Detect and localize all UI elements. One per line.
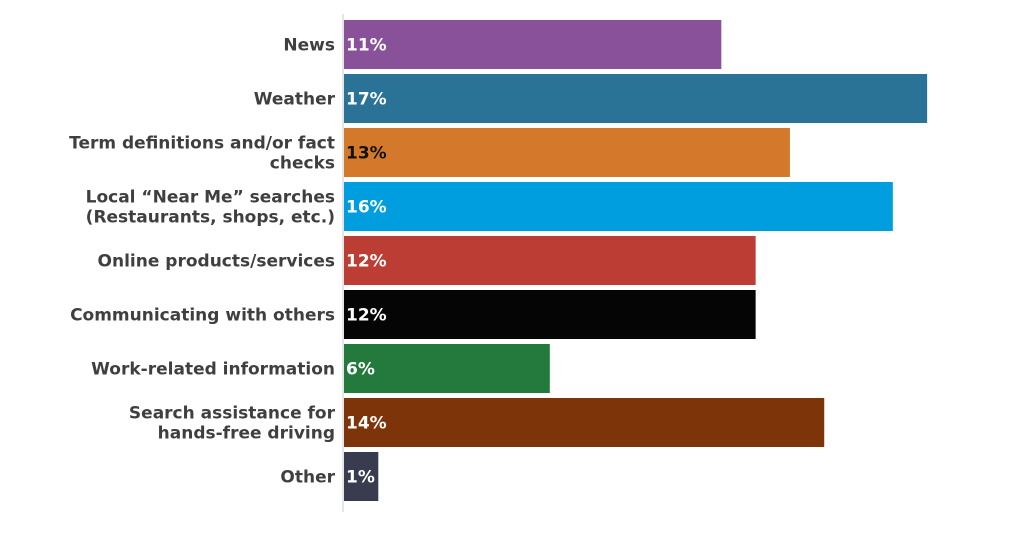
- category-label-2: Term definitions and/or fact checks: [69, 134, 335, 174]
- category-label-6: Work-related information: [91, 360, 335, 380]
- value-label-7: 14%: [346, 414, 387, 434]
- bar-5: [344, 290, 756, 339]
- category-label-line: Term definitions and/or fact: [69, 134, 335, 154]
- value-label-4: 12%: [346, 252, 387, 272]
- category-label-line: Other: [280, 468, 335, 488]
- category-label-1: Weather: [254, 90, 336, 110]
- value-labels-group: 11% 17% 13% 16% 12% 12% 6% 14% 1%: [346, 36, 387, 488]
- value-label-6: 6%: [346, 360, 375, 380]
- bar-1: [344, 74, 928, 123]
- category-label-line: Local “Near Me” searches: [86, 188, 335, 208]
- bar-8: [344, 452, 379, 501]
- bar-3: [344, 182, 893, 231]
- category-label-line: Search assistance for: [129, 404, 336, 424]
- bar-7: [344, 398, 825, 447]
- category-label-0: News: [283, 36, 335, 56]
- value-label-2: 13%: [346, 144, 387, 164]
- bar-0: [344, 20, 722, 69]
- bar-6: [344, 344, 550, 393]
- category-label-line: Communicating with others: [70, 306, 335, 326]
- category-label-4: Online products/services: [98, 252, 335, 272]
- category-label-line: Online products/services: [98, 252, 335, 272]
- category-label-5: Communicating with others: [70, 306, 335, 326]
- value-label-3: 16%: [346, 198, 387, 218]
- bar-2: [344, 128, 790, 177]
- value-label-8: 1%: [346, 468, 375, 488]
- category-label-7: Search assistance for hands-free driving: [129, 404, 336, 444]
- category-label-line: hands-free driving: [158, 424, 335, 444]
- category-label-line: Work-related information: [91, 360, 335, 380]
- category-label-line: checks: [270, 154, 335, 174]
- bars-group: [344, 20, 928, 501]
- category-label-3: Local “Near Me” searches (Restaurants, sh…: [86, 188, 335, 228]
- category-label-line: News: [283, 36, 335, 56]
- category-labels-group: News Weather Term definitions and/or fact c…: [69, 36, 335, 488]
- value-label-0: 11%: [346, 36, 387, 56]
- bar-4: [344, 236, 756, 285]
- value-label-1: 17%: [346, 90, 387, 110]
- category-label-line: (Restaurants, shops, etc.): [86, 208, 335, 228]
- value-label-5: 12%: [346, 306, 387, 326]
- category-label-8: Other: [280, 468, 335, 488]
- category-label-line: Weather: [254, 90, 336, 110]
